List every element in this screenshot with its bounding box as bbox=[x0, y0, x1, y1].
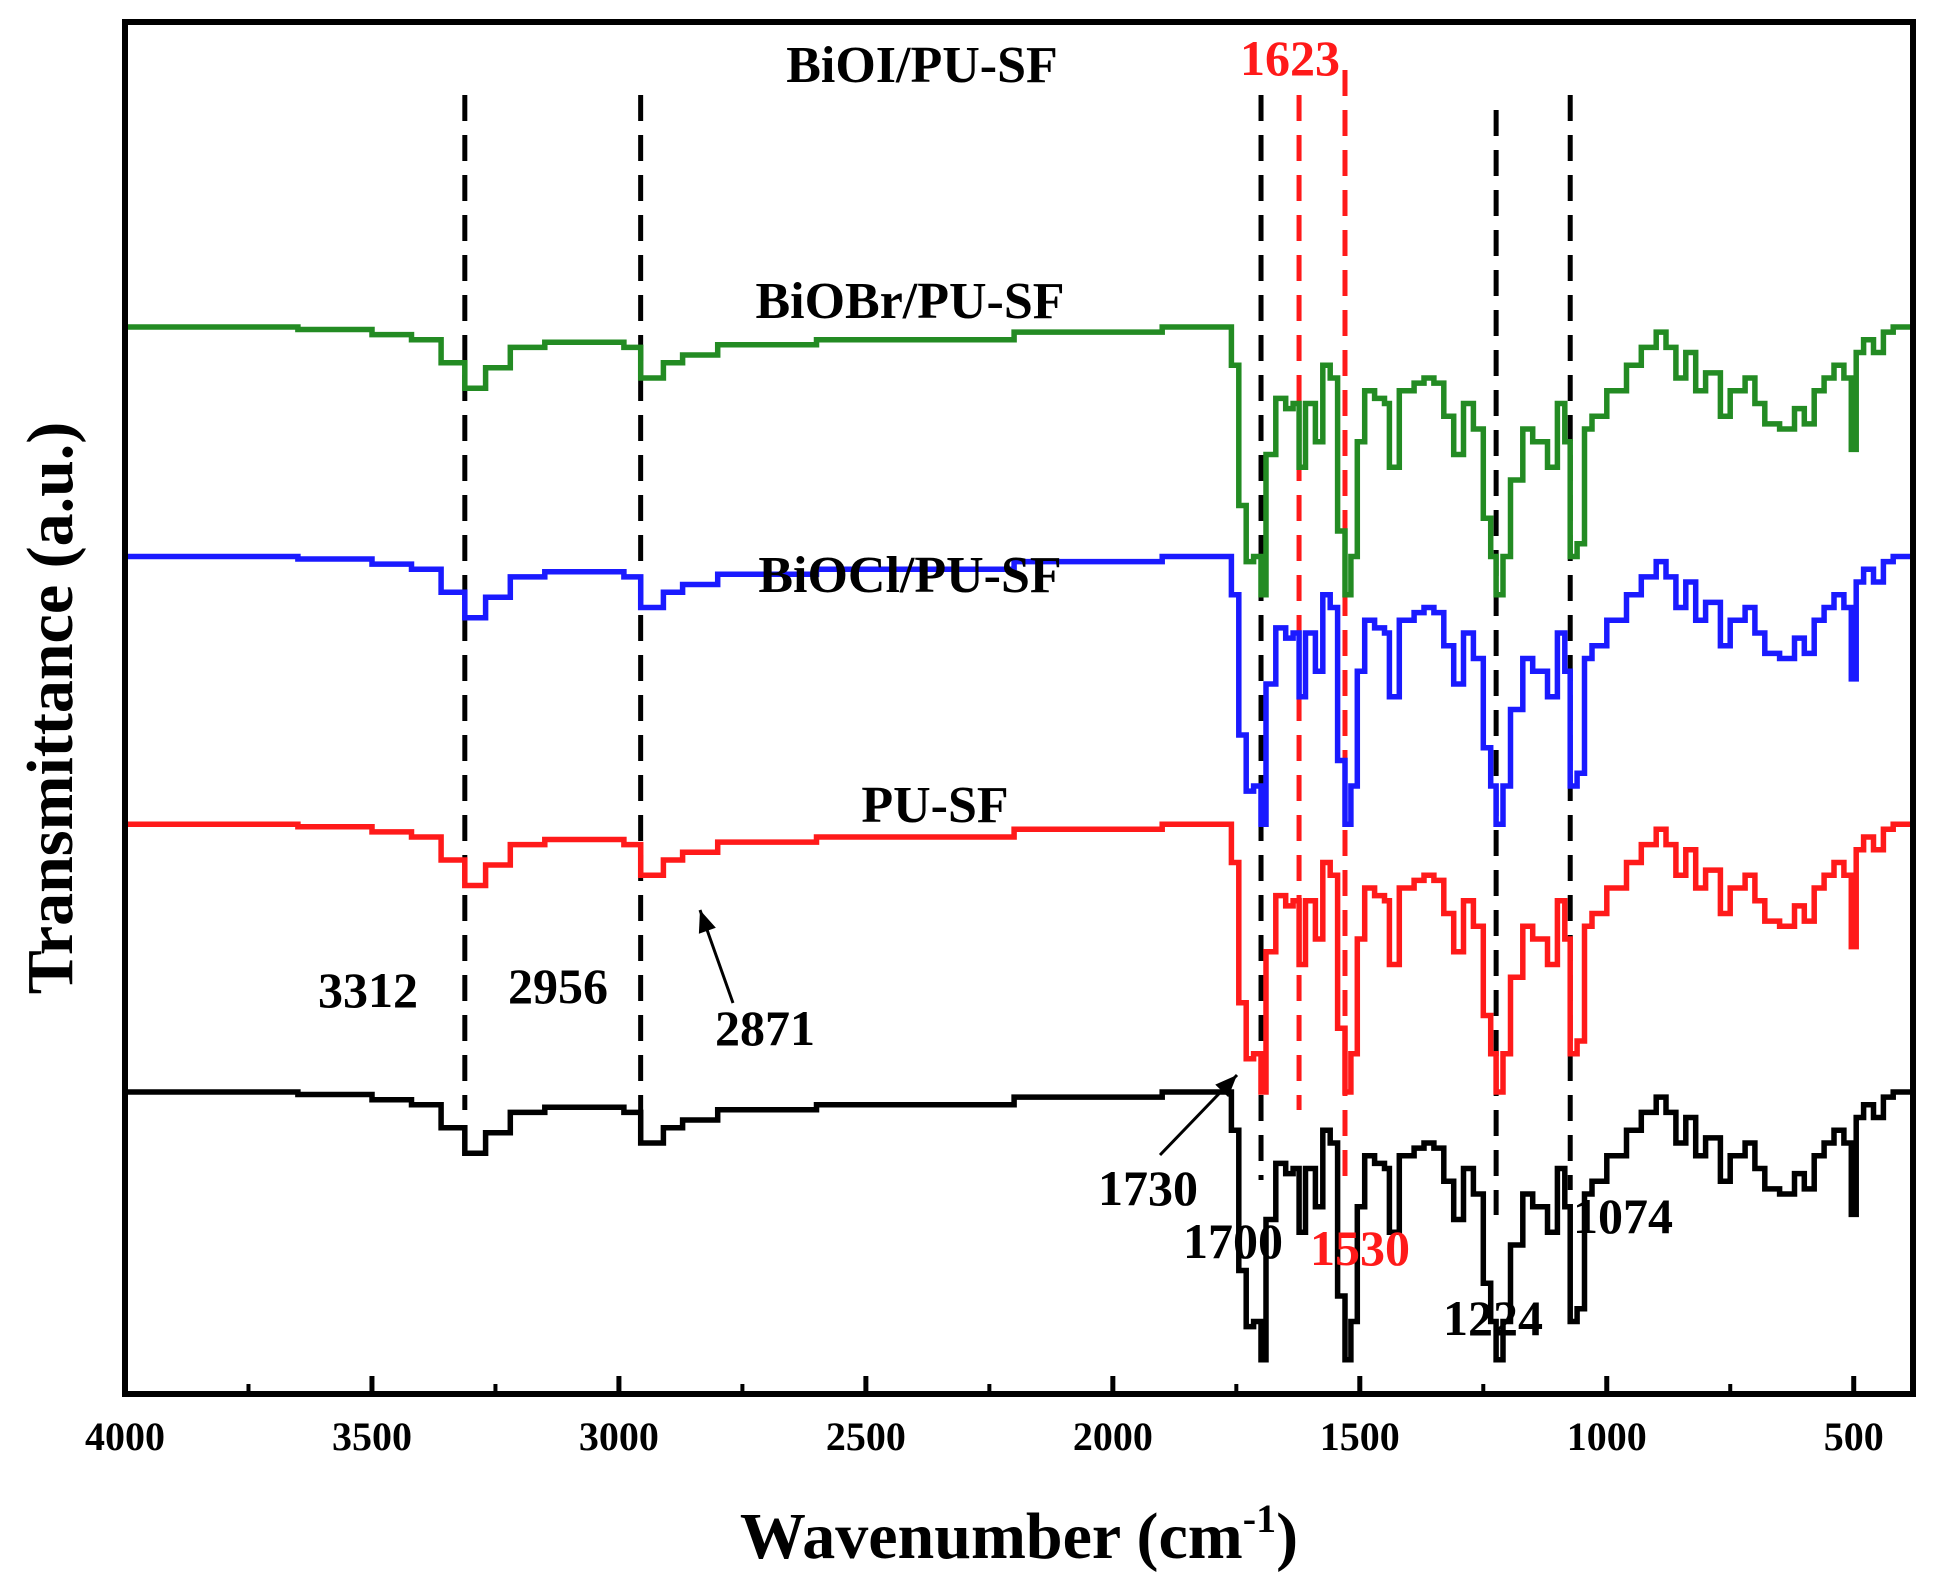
x-tick-label-500: 500 bbox=[1824, 1414, 1884, 1459]
x-axis-title: Wavenumber (cm-1) bbox=[740, 1496, 1298, 1573]
series-line-pu-sf bbox=[125, 1089, 1911, 1363]
series-label-pu-sf: PU-SF bbox=[861, 777, 1008, 834]
x-axis-title-end: ) bbox=[1276, 1500, 1298, 1573]
series-label-biocl-pu-sf: BiOCl/PU-SF bbox=[758, 547, 1061, 604]
annotation-1530: 1530 bbox=[1310, 1220, 1410, 1276]
series-line-biobr-pu-sf bbox=[125, 553, 1911, 828]
series-label-biobr-pu-sf: BiOBr/PU-SF bbox=[755, 273, 1064, 330]
annotation-1224: 1224 bbox=[1443, 1290, 1543, 1346]
x-tick-label-2000: 2000 bbox=[1073, 1414, 1153, 1459]
annotation-2956: 2956 bbox=[508, 958, 608, 1014]
series-label-bioi-pu-sf: BiOI/PU-SF bbox=[786, 37, 1058, 94]
reference-lines bbox=[462, 70, 1573, 1215]
annotation-1074: 1074 bbox=[1573, 1188, 1673, 1244]
x-tick-label-3000: 3000 bbox=[579, 1414, 659, 1459]
annotation-1623: 1623 bbox=[1240, 30, 1340, 86]
annotation-1700: 1700 bbox=[1183, 1213, 1283, 1269]
y-axis-title: Transmittance (a.u.) bbox=[14, 422, 87, 995]
x-tick-label-1500: 1500 bbox=[1320, 1414, 1400, 1459]
x-axis-ticks: 4000 3500 3000 2500 2000 1500 1000 500 bbox=[85, 1376, 1884, 1459]
spectra bbox=[125, 324, 1911, 1363]
annotation-2871: 2871 bbox=[715, 1000, 815, 1056]
series-line-biocl-pu-sf bbox=[125, 821, 1911, 1095]
annotation-3312: 3312 bbox=[318, 962, 418, 1018]
plot-frame bbox=[122, 19, 1916, 1397]
x-axis-title-main: Wavenumber (cm bbox=[740, 1500, 1243, 1573]
series-line-bioi-pu-sf bbox=[125, 324, 1911, 598]
x-tick-label-3500: 3500 bbox=[332, 1414, 412, 1459]
series-labels: BiOI/PU-SF BiOBr/PU-SF BiOCl/PU-SF PU-SF bbox=[755, 37, 1064, 834]
x-tick-label-2500: 2500 bbox=[826, 1414, 906, 1459]
x-tick-label-1000: 1000 bbox=[1567, 1414, 1647, 1459]
arrow-1730-head bbox=[1215, 1075, 1237, 1098]
annotation-1730: 1730 bbox=[1098, 1160, 1198, 1216]
arrow-2871-head bbox=[698, 910, 716, 934]
x-tick-label-4000: 4000 bbox=[85, 1414, 165, 1459]
x-axis-title-sup: -1 bbox=[1243, 1496, 1276, 1541]
